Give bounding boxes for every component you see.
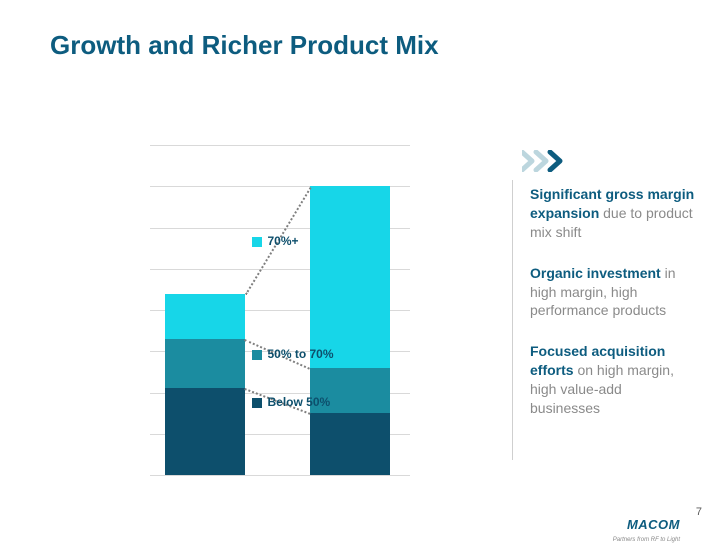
- logo: MACOM: [627, 517, 680, 532]
- bullet-item: Significant gross margin expansion due t…: [530, 185, 695, 242]
- chevrons-svg: [522, 150, 582, 172]
- bullet-item: Organic investment in high margin, high …: [530, 264, 695, 321]
- bullet-divider: [512, 180, 513, 460]
- page-number: 7: [696, 506, 702, 518]
- revenue-chart: 70%+ 50% to 70% Below 50%: [150, 145, 410, 475]
- bullet-list: Significant gross margin expansion due t…: [530, 185, 695, 440]
- bar-segment-mid: [165, 339, 245, 389]
- gridline: [150, 475, 410, 476]
- banner-text: Quarterly Revenue by Adjusted GM: [50, 106, 318, 123]
- bar-segment-below50: [310, 413, 390, 475]
- legend-swatch: [252, 350, 262, 360]
- banner: Quarterly Revenue by Adjusted GM1: [0, 95, 640, 127]
- chevron-icon: [522, 150, 582, 177]
- bullet-strong: Organic investment: [530, 265, 661, 281]
- page-title: Growth and Richer Product Mix: [50, 30, 439, 61]
- logo-tagline: Partners from RF to Light: [613, 537, 680, 543]
- legend-item: 70%+: [252, 234, 299, 248]
- legend-swatch: [252, 237, 262, 247]
- legend-swatch: [252, 398, 262, 408]
- legend-item: Below 50%: [252, 395, 331, 409]
- banner-sup: 1: [318, 105, 324, 116]
- bar-segment-below50: [165, 388, 245, 475]
- legend-item: 50% to 70%: [252, 347, 334, 361]
- slide: Growth and Richer Product Mix Quarterly …: [0, 0, 720, 540]
- bullet-item: Focused acquisition efforts on high marg…: [530, 342, 695, 418]
- bar-segment-top: [310, 186, 390, 368]
- gridline: [150, 145, 410, 146]
- bar-segment-top: [165, 294, 245, 339]
